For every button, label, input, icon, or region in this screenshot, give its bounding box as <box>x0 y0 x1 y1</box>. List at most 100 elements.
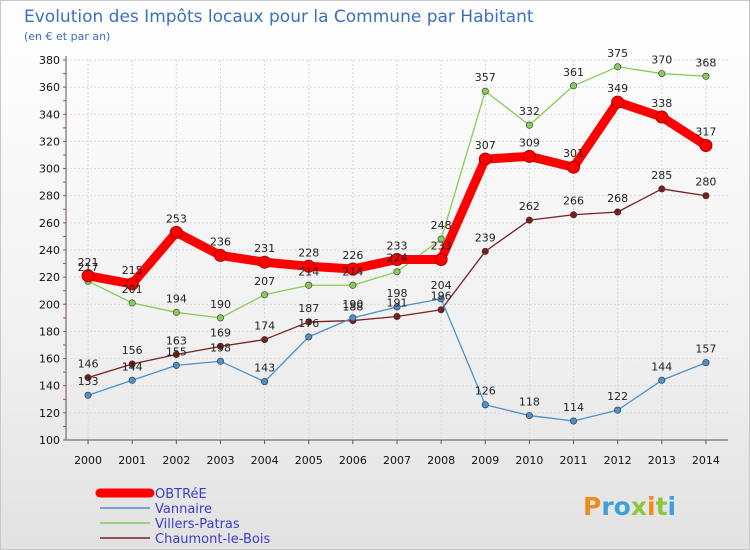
y-tick-label: 300 <box>39 163 60 176</box>
data-label-chaumont-le-bois: 285 <box>651 169 672 182</box>
logo-letter: t <box>656 492 668 521</box>
data-point-vannaire <box>658 376 666 384</box>
axes: 100 120 140 160 180 200 220 240 260 280 300 320 340 3… <box>39 54 728 467</box>
data-label-villers-patras: 332 <box>519 105 540 118</box>
data-label-obtr-e: 221 <box>78 256 99 269</box>
data-point-chaumont-le-bois <box>172 350 180 358</box>
y-tick-label: 320 <box>39 135 60 148</box>
data-label-obtr-e: 236 <box>210 235 231 248</box>
x-tick-label: 2012 <box>604 454 632 467</box>
logo-letter: P <box>583 492 601 521</box>
logo-letter: i <box>668 492 677 521</box>
y-tick-label: 280 <box>39 190 60 203</box>
data-label-chaumont-le-bois: 169 <box>210 326 231 339</box>
legend-label: OBTRéE <box>155 487 207 502</box>
data-point-chaumont-le-bois <box>84 374 92 382</box>
data-point-villers-patras <box>128 299 136 307</box>
data-point-vannaire <box>393 303 401 311</box>
data-label-obtr-e: 226 <box>342 249 363 262</box>
data-label-vannaire: 155 <box>166 345 187 358</box>
data-point-obtr-e <box>434 253 448 266</box>
proxiti-logo-text: Proxiti <box>583 492 676 521</box>
data-point-vannaire <box>349 314 357 322</box>
data-point-chaumont-le-bois <box>658 185 666 193</box>
data-label-vannaire: 198 <box>387 287 408 300</box>
proxiti-logo: Proxiti <box>583 492 676 521</box>
data-point-chaumont-le-bois <box>481 247 489 255</box>
data-label-chaumont-le-bois: 266 <box>563 195 584 208</box>
data-label-villers-patras: 357 <box>475 71 496 84</box>
data-point-obtr-e <box>302 259 316 273</box>
x-tick-label: 2007 <box>383 454 411 467</box>
data-point-chaumont-le-bois <box>216 342 224 350</box>
series <box>81 63 713 425</box>
data-label-chaumont-le-bois: 174 <box>254 320 275 333</box>
logo-letter: r <box>601 492 614 521</box>
data-label-villers-patras: 190 <box>210 298 231 311</box>
logo-letter: o <box>614 492 631 521</box>
data-point-villers-patras <box>261 291 269 299</box>
data-point-vannaire <box>570 417 578 425</box>
data-label-obtr-e: 301 <box>563 147 584 160</box>
x-tick-label: 2000 <box>74 454 102 467</box>
data-point-villers-patras <box>437 235 445 243</box>
data-point-obtr-e <box>567 160 581 174</box>
y-tick-label: 240 <box>39 244 60 257</box>
data-label-villers-patras: 368 <box>695 56 716 69</box>
data-label-vannaire: 133 <box>78 375 99 388</box>
data-point-villers-patras <box>305 281 313 289</box>
data-label-vannaire: 126 <box>475 385 496 398</box>
data-label-chaumont-le-bois: 280 <box>695 176 716 189</box>
data-label-vannaire: 114 <box>563 401 584 414</box>
x-tick-label: 2014 <box>692 454 720 467</box>
data-point-villers-patras <box>614 63 622 71</box>
data-label-villers-patras: 224 <box>387 252 408 265</box>
y-tick-label: 340 <box>39 108 60 121</box>
data-point-obtr-e <box>478 152 492 166</box>
data-label-villers-patras: 214 <box>342 265 363 278</box>
data-label-villers-patras: 248 <box>431 219 452 232</box>
data-point-obtr-e <box>81 269 95 283</box>
chart-subtitle: (en € et par an) <box>24 30 110 43</box>
data-point-obtr-e <box>699 139 713 152</box>
data-point-vannaire <box>216 357 224 365</box>
data-label-vannaire: 144 <box>651 360 672 373</box>
data-label-obtr-e: 233 <box>431 240 452 253</box>
data-label-villers-patras: 207 <box>254 275 275 288</box>
data-label-obtr-e: 338 <box>651 97 672 110</box>
legend: OBTRéEVannaireVillers-PatrasChaumont-le-… <box>95 487 270 547</box>
data-point-villers-patras <box>349 281 357 289</box>
data-point-obtr-e <box>522 149 536 163</box>
legend-label: Chaumont-le-Bois <box>155 532 270 547</box>
y-tick-label: 220 <box>39 271 60 284</box>
data-point-obtr-e <box>390 253 404 266</box>
y-tick-label: 140 <box>39 380 60 393</box>
data-label-villers-patras: 375 <box>607 47 628 60</box>
data-label-vannaire: 143 <box>254 362 275 375</box>
data-point-villers-patras <box>216 314 224 322</box>
logo-letter: x <box>631 492 647 521</box>
data-label-chaumont-le-bois: 163 <box>166 335 187 348</box>
x-tick-label: 2006 <box>339 454 367 467</box>
data-label-chaumont-le-bois: 191 <box>387 297 408 310</box>
data-label-obtr-e: 317 <box>695 126 716 139</box>
data-label-vannaire: 158 <box>210 341 231 354</box>
data-label-chaumont-le-bois: 239 <box>475 231 496 244</box>
data-point-vannaire <box>305 333 313 341</box>
data-point-chaumont-le-bois <box>702 192 710 200</box>
data-point-vannaire <box>481 401 489 409</box>
x-tick-label: 2005 <box>295 454 323 467</box>
data-point-vannaire <box>614 406 622 414</box>
data-label-chaumont-le-bois: 187 <box>298 302 319 315</box>
x-tick-label: 2009 <box>471 454 499 467</box>
data-label-villers-patras: 370 <box>651 54 672 67</box>
data-label-chaumont-le-bois: 188 <box>342 301 363 314</box>
data-point-vannaire <box>172 361 180 369</box>
data-label-villers-patras: 194 <box>166 292 187 305</box>
data-label-obtr-e: 309 <box>519 136 540 149</box>
data-label-chaumont-le-bois: 196 <box>431 290 452 303</box>
chart-title: Evolution des Impôts locaux pour la Comm… <box>24 7 534 27</box>
data-label-villers-patras: 214 <box>298 265 319 278</box>
data-point-chaumont-le-bois <box>305 318 313 326</box>
